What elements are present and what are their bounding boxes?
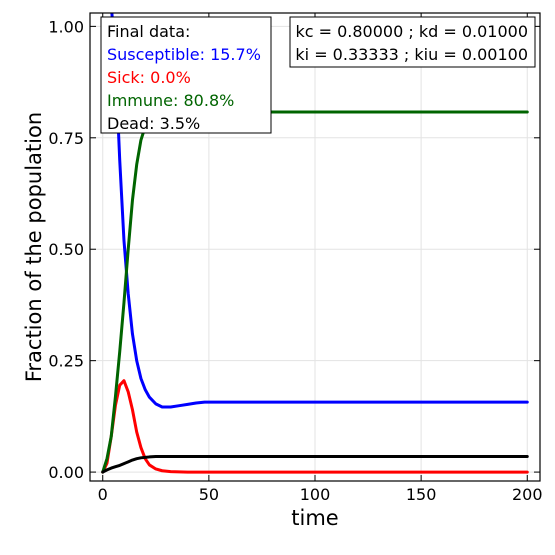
x-tick-label: 100 xyxy=(300,485,331,504)
x-tick-label: 200 xyxy=(512,485,543,504)
y-tick-label: 0.50 xyxy=(48,240,84,259)
final-data-legend-box xyxy=(100,16,272,134)
y-tick-label: 1.00 xyxy=(48,17,84,36)
x-axis-label: time xyxy=(291,506,338,530)
y-tick-label: 0.25 xyxy=(48,352,84,371)
final-data-legend-title: Final data: xyxy=(107,22,190,41)
parameters-legend-box xyxy=(289,16,536,68)
parameters-line-1: kc = 0.80000 ; kd = 0.01000 xyxy=(295,22,528,41)
parameters-legend: kc = 0.80000 ; kd = 0.01000 ki = 0.33333… xyxy=(289,16,536,68)
y-tick-label: 0.75 xyxy=(48,129,84,148)
legend-immune: Immune: 80.8% xyxy=(107,91,234,110)
x-tick-label: 0 xyxy=(98,485,108,504)
series-line-dead xyxy=(101,454,529,474)
y-axis-label: Fraction of the population xyxy=(22,112,46,382)
parameters-line-2: ki = 0.33333 ; kiu = 0.00100 xyxy=(295,45,528,64)
y-tick-label: 0.00 xyxy=(48,463,84,482)
x-tick-label: 150 xyxy=(406,485,437,504)
legend-dead: Dead: 3.5% xyxy=(107,114,200,133)
final-data-legend: Final data: Susceptible: 15.7% Sick: 0.0… xyxy=(100,16,272,134)
legend-sick: Sick: 0.0% xyxy=(107,68,191,87)
legend-susceptible: Susceptible: 15.7% xyxy=(107,45,261,64)
x-tick-label: 50 xyxy=(199,485,219,504)
axis-ticks: 0 50 100 150 200 0.00 0.25 0.50 0.75 1.00 xyxy=(48,13,543,504)
